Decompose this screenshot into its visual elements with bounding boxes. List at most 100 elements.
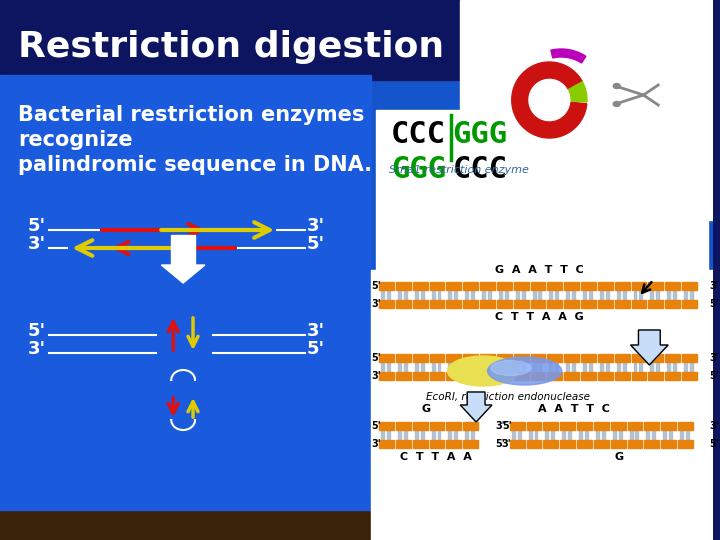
Ellipse shape <box>491 361 531 375</box>
Bar <box>449 362 451 372</box>
Bar <box>682 372 697 380</box>
Text: recognize: recognize <box>18 130 132 150</box>
Text: 5': 5' <box>372 421 381 431</box>
Bar <box>690 290 693 300</box>
Bar <box>656 290 660 300</box>
Bar <box>463 282 478 290</box>
Bar <box>547 372 562 380</box>
Bar <box>533 362 536 372</box>
Bar <box>661 440 676 448</box>
Text: 3': 3' <box>710 421 719 431</box>
Bar <box>171 235 195 265</box>
Text: 3': 3' <box>307 322 325 340</box>
Bar <box>650 362 653 372</box>
Bar <box>379 372 394 380</box>
Bar <box>648 282 663 290</box>
Bar <box>438 362 441 372</box>
Bar <box>431 290 435 300</box>
Bar <box>488 362 491 372</box>
Bar <box>480 300 495 308</box>
Bar <box>631 282 647 290</box>
Bar <box>460 0 713 220</box>
Bar <box>379 440 394 448</box>
Bar <box>471 362 474 372</box>
Bar <box>430 300 444 308</box>
Polygon shape <box>161 265 205 283</box>
Text: 3': 3' <box>710 281 719 291</box>
Bar <box>533 290 536 300</box>
Bar <box>562 430 565 440</box>
Bar <box>631 372 647 380</box>
Bar <box>497 354 512 362</box>
Bar <box>547 354 562 362</box>
Ellipse shape <box>487 357 562 385</box>
Bar <box>678 440 693 448</box>
Bar <box>583 362 586 372</box>
Bar <box>516 290 518 300</box>
Bar <box>446 422 462 430</box>
Bar <box>665 282 680 290</box>
Ellipse shape <box>447 356 518 386</box>
Bar <box>539 362 541 372</box>
Bar <box>566 362 570 372</box>
Bar <box>497 300 512 308</box>
Bar <box>531 354 546 362</box>
Bar <box>465 430 468 440</box>
Bar <box>381 290 384 300</box>
Text: EcoRI, restriction endonuclease: EcoRI, restriction endonuclease <box>426 392 590 402</box>
Text: 3': 3' <box>307 217 325 235</box>
Bar <box>652 430 655 440</box>
Bar <box>531 372 546 380</box>
Bar <box>514 282 528 290</box>
Bar <box>564 354 579 362</box>
Bar <box>446 300 462 308</box>
Bar <box>514 354 528 362</box>
Bar <box>602 430 605 440</box>
Bar <box>560 422 575 430</box>
Bar <box>372 270 713 540</box>
Bar <box>480 282 495 290</box>
Bar <box>497 372 512 380</box>
Text: GGG: GGG <box>452 120 508 149</box>
Bar <box>488 290 491 300</box>
Bar <box>482 290 485 300</box>
Bar <box>463 422 478 430</box>
Bar <box>678 422 693 430</box>
Bar <box>430 440 444 448</box>
Text: 5': 5' <box>372 281 381 291</box>
Bar <box>0 510 713 540</box>
Bar <box>449 430 451 440</box>
Bar <box>644 422 660 430</box>
Text: 5': 5' <box>27 322 46 340</box>
Text: 5': 5' <box>710 299 719 309</box>
Bar <box>684 290 687 300</box>
Text: 3': 3' <box>372 371 381 381</box>
Bar <box>572 362 575 372</box>
Bar <box>631 300 647 308</box>
Bar <box>634 290 636 300</box>
Bar <box>413 440 428 448</box>
Text: Restriction digestion: Restriction digestion <box>18 30 444 64</box>
Bar <box>564 282 579 290</box>
Bar <box>572 290 575 300</box>
Bar <box>438 430 441 440</box>
Bar <box>516 362 518 372</box>
Text: 3': 3' <box>27 340 46 358</box>
Bar <box>615 354 629 362</box>
Bar <box>579 430 582 440</box>
Bar <box>430 372 444 380</box>
Bar <box>564 300 579 308</box>
Text: 5': 5' <box>502 421 511 431</box>
Bar <box>598 300 613 308</box>
Bar <box>656 362 660 372</box>
Bar <box>531 282 546 290</box>
Bar <box>420 430 423 440</box>
Bar <box>454 430 457 440</box>
Bar <box>499 362 502 372</box>
Bar <box>420 290 423 300</box>
Bar <box>387 430 390 440</box>
Text: 5': 5' <box>372 353 381 363</box>
Bar <box>629 430 633 440</box>
Bar <box>615 372 629 380</box>
Polygon shape <box>512 62 587 138</box>
